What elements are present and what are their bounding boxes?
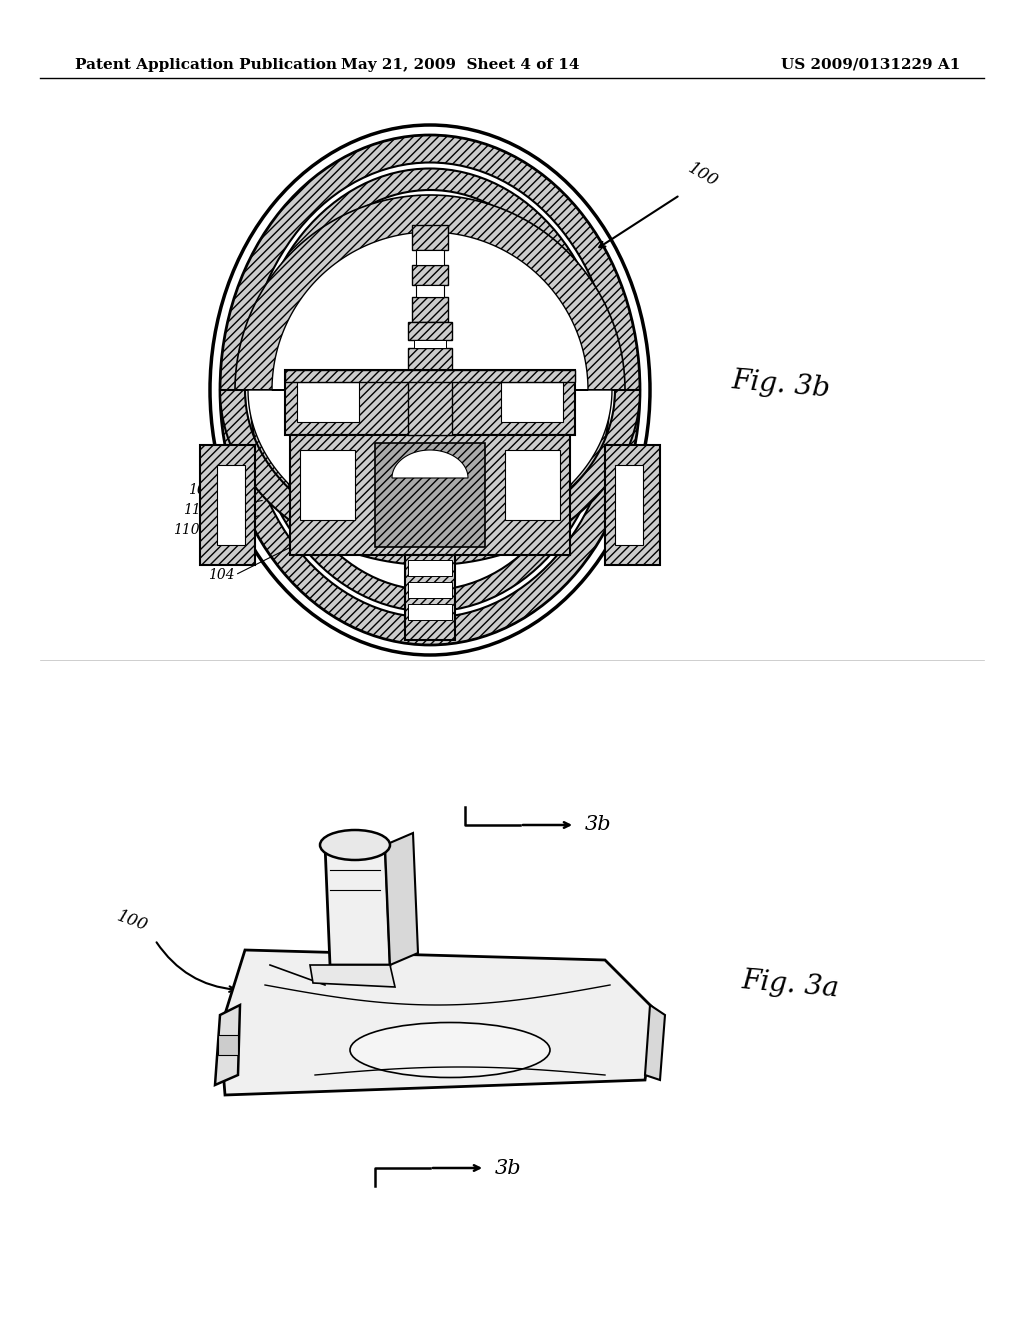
Bar <box>408 582 452 598</box>
Text: Fig. 3a: Fig. 3a <box>740 968 840 1003</box>
Bar <box>375 444 485 546</box>
Bar <box>285 370 575 381</box>
Text: 110: 110 <box>173 523 200 537</box>
Polygon shape <box>248 389 612 539</box>
Bar <box>605 445 660 565</box>
Ellipse shape <box>319 830 390 861</box>
Text: May 21, 2009  Sheet 4 of 14: May 21, 2009 Sheet 4 of 14 <box>341 58 580 73</box>
Polygon shape <box>645 1005 665 1080</box>
Text: 3b: 3b <box>585 816 611 834</box>
Text: Patent Application Publication: Patent Application Publication <box>75 58 337 73</box>
Bar <box>408 348 452 389</box>
Bar <box>406 554 455 640</box>
Ellipse shape <box>210 125 650 655</box>
Polygon shape <box>220 389 640 565</box>
Bar <box>218 1035 238 1055</box>
Bar <box>412 265 449 285</box>
Bar <box>412 297 449 322</box>
Bar <box>285 370 575 436</box>
Polygon shape <box>215 1005 240 1085</box>
Bar <box>416 285 444 297</box>
Bar <box>408 322 452 341</box>
Bar <box>412 224 449 249</box>
Text: 104: 104 <box>208 568 234 582</box>
Ellipse shape <box>250 169 610 611</box>
Bar <box>416 249 444 265</box>
Text: Fig. 3b: Fig. 3b <box>730 367 831 403</box>
Polygon shape <box>325 845 390 965</box>
Polygon shape <box>392 450 468 478</box>
Ellipse shape <box>220 135 640 645</box>
Bar <box>414 341 446 348</box>
Polygon shape <box>220 950 655 1096</box>
Bar <box>217 465 245 545</box>
Bar <box>408 605 452 620</box>
Text: 108: 108 <box>188 483 215 498</box>
Bar <box>290 436 570 554</box>
Text: 3b: 3b <box>495 1159 521 1177</box>
Text: 106: 106 <box>508 568 535 582</box>
Text: 100: 100 <box>115 908 150 935</box>
Text: 100: 100 <box>685 160 721 190</box>
Text: US 2009/0131229 A1: US 2009/0131229 A1 <box>780 58 961 73</box>
Bar <box>300 450 355 520</box>
Polygon shape <box>234 195 625 389</box>
Text: 111: 111 <box>183 503 210 517</box>
Ellipse shape <box>245 162 615 618</box>
Bar <box>615 465 643 545</box>
Ellipse shape <box>270 190 590 590</box>
Bar <box>297 381 359 422</box>
Bar <box>408 560 452 576</box>
Ellipse shape <box>350 1023 550 1077</box>
Bar <box>505 450 560 520</box>
Polygon shape <box>272 232 588 389</box>
Polygon shape <box>310 965 395 987</box>
Bar <box>200 445 255 565</box>
Polygon shape <box>385 833 418 965</box>
Bar <box>408 370 452 436</box>
Bar <box>501 381 563 422</box>
